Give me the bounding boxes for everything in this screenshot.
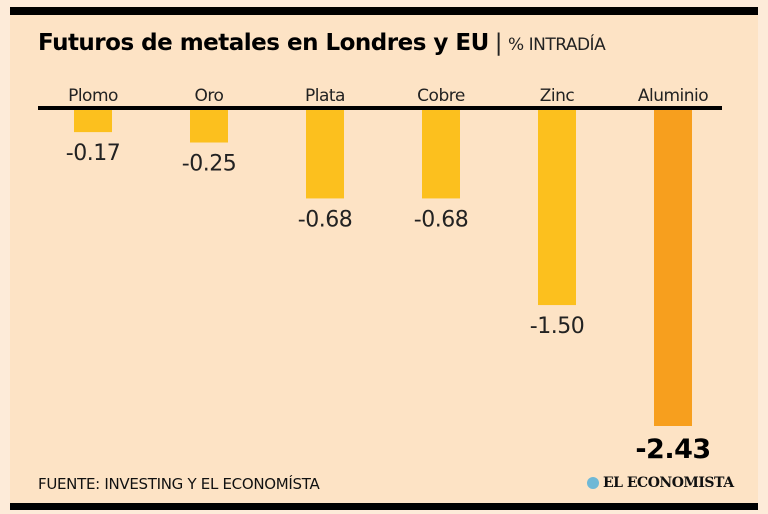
bar-cobre <box>422 110 460 199</box>
chart-subtitle: % INTRADÍA <box>508 35 606 55</box>
value-label: -0.17 <box>66 141 120 166</box>
logo-icon <box>587 477 599 489</box>
title-text: Futuros de metales en Londres y EU <box>38 30 489 56</box>
category-label: Zinc <box>540 86 575 106</box>
chart-title: Futuros de metales en Londres y EU |% INT… <box>38 30 606 56</box>
bar-plomo <box>74 110 112 133</box>
source-note: FUENTE: INVESTING Y EL ECONOMÍSTA <box>38 475 320 493</box>
logo-text: EL ECONOMISTA <box>603 475 734 491</box>
value-label: -0.68 <box>298 207 352 232</box>
bar-zinc <box>538 110 576 306</box>
category-label: Cobre <box>417 86 465 106</box>
value-label: -0.25 <box>182 152 236 177</box>
logo: EL ECONOMISTA <box>587 475 734 491</box>
value-label: -2.43 <box>635 434 710 465</box>
title-separator: | <box>494 30 503 56</box>
bar-plata <box>306 110 344 199</box>
top-rule <box>10 7 758 15</box>
value-label: -1.50 <box>530 314 584 339</box>
category-label: Oro <box>195 86 224 106</box>
category-label: Plata <box>305 86 345 106</box>
bar-oro <box>190 110 228 143</box>
category-label: Plomo <box>68 86 118 106</box>
category-label: Aluminio <box>638 86 708 106</box>
bar-aluminio <box>654 110 692 426</box>
bottom-rule <box>10 503 758 510</box>
baseline-axis <box>38 106 722 110</box>
value-label: -0.68 <box>414 207 468 232</box>
chart-panel <box>10 7 758 510</box>
